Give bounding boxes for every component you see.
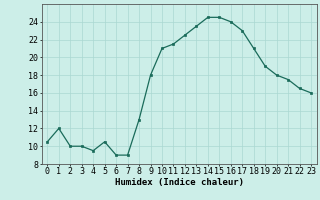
X-axis label: Humidex (Indice chaleur): Humidex (Indice chaleur) xyxy=(115,178,244,187)
